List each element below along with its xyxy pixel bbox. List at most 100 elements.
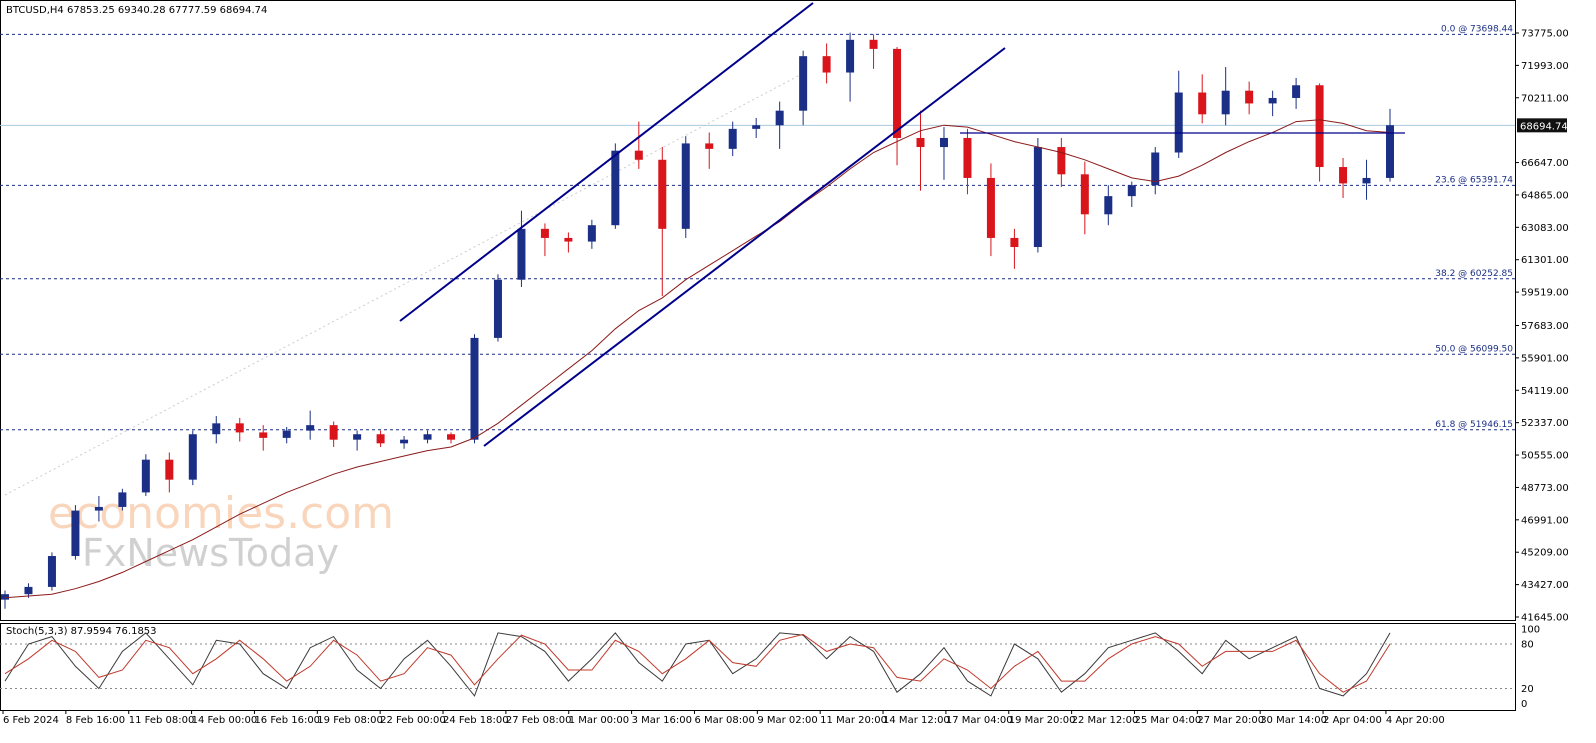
candle-body <box>259 432 268 438</box>
y-tick-label: 48773.00 <box>1521 483 1569 494</box>
y-tick-label: 70211.00 <box>1521 93 1569 104</box>
y-tick-label: 41645.00 <box>1521 613 1569 624</box>
candle-body <box>470 337 479 440</box>
candle-body <box>1174 92 1183 153</box>
moving-average <box>4 119 1391 599</box>
x-tick-label: 25 Mar 04:00 <box>1134 715 1201 726</box>
candle-body <box>423 434 432 440</box>
x-tick-label: 6 Mar 08:00 <box>694 715 754 726</box>
x-tick-label: 16 Feb 16:00 <box>254 715 320 726</box>
y-tick-label: 64865.00 <box>1521 190 1569 201</box>
candle-body <box>1 594 9 600</box>
stoch-panel <box>0 623 1516 711</box>
candle-body <box>1339 167 1348 184</box>
candle-body <box>165 459 174 480</box>
candle-body <box>235 423 244 433</box>
y-tick-label: 50555.00 <box>1521 451 1569 462</box>
candle-body <box>728 128 737 149</box>
candle-body <box>376 434 385 444</box>
x-tick-label: 1 Mar 00:00 <box>569 715 629 726</box>
y-tick-label: 63083.00 <box>1521 223 1569 234</box>
x-tick-label: 4 Apr 20:00 <box>1386 715 1445 726</box>
candle-body <box>564 237 573 242</box>
candle-body <box>986 177 995 238</box>
stoch-tick-label: 0 <box>1521 699 1527 710</box>
candle-body <box>329 425 338 440</box>
candle-body <box>1268 97 1277 104</box>
stoch-tick-label: 100 <box>1521 625 1540 636</box>
candle-body <box>1362 177 1371 184</box>
candle-body <box>447 434 456 440</box>
y-tick-label: 59519.00 <box>1521 288 1569 299</box>
candle-body <box>587 225 596 242</box>
y-tick-label: 54119.00 <box>1521 386 1569 397</box>
y-tick-label: 52337.00 <box>1521 418 1569 429</box>
stoch-d <box>4 633 1391 693</box>
candle-body <box>705 143 714 149</box>
stoch-tick-label: 20 <box>1521 684 1534 695</box>
x-tick-label: 11 Mar 20:00 <box>820 715 887 726</box>
x-tick-label: 14 Mar 12:00 <box>883 715 950 726</box>
x-tick-label: 9 Mar 02:00 <box>757 715 817 726</box>
watermark: FxNewsToday <box>82 531 339 575</box>
x-tick-label: 27 Mar 20:00 <box>1197 715 1264 726</box>
candle-body <box>752 125 761 129</box>
fib-level-label: 23.6 @ 65391.74 <box>1435 175 1513 185</box>
y-tick-label: 55901.00 <box>1521 353 1569 364</box>
fib-level-label: 0.0 @ 73698.44 <box>1441 24 1513 34</box>
y-tick-label: 45209.00 <box>1521 548 1569 559</box>
candle-body <box>400 439 409 444</box>
candle-body <box>118 492 127 507</box>
candle-body <box>799 56 808 111</box>
x-tick-label: 2 Apr 04:00 <box>1323 715 1382 726</box>
watermark: economies.com <box>48 488 394 539</box>
fib-level-label: 61.8 @ 51946.15 <box>1435 420 1513 430</box>
candle-body <box>493 279 502 338</box>
x-tick-label: 19 Feb 08:00 <box>317 715 383 726</box>
candle-body <box>916 137 925 148</box>
y-tick-label: 61301.00 <box>1521 255 1569 266</box>
candle-body <box>846 39 855 73</box>
candle-body <box>634 150 643 160</box>
chart-title: BTCUSD,H4 67853.25 69340.28 67777.59 686… <box>6 5 267 16</box>
y-tick-label: 66647.00 <box>1521 158 1569 169</box>
x-tick-label: 17 Mar 04:00 <box>946 715 1013 726</box>
candle-body <box>1198 92 1207 115</box>
candle-body <box>1010 237 1019 248</box>
x-tick-label: 19 Mar 20:00 <box>1009 715 1076 726</box>
candle-body <box>1221 90 1230 115</box>
candle-body <box>658 159 667 229</box>
candle-body <box>893 48 902 138</box>
stoch-tick-label: 80 <box>1521 640 1534 651</box>
candle-body <box>1080 174 1089 215</box>
candle-body <box>1292 85 1301 98</box>
x-tick-label: 22 Feb 00:00 <box>380 715 446 726</box>
candle-body <box>306 425 315 431</box>
x-tick-label: 27 Feb 08:00 <box>506 715 572 726</box>
x-tick-label: 6 Feb 2024 <box>3 715 59 726</box>
candle-body <box>1386 125 1394 178</box>
x-tick-label: 30 Mar 14:00 <box>1260 715 1327 726</box>
candle-body <box>939 137 948 148</box>
candle-body <box>869 39 878 49</box>
stoch-label: Stoch(5,3,3) 87.9594 76.1853 <box>6 626 157 637</box>
y-tick-label: 73775.00 <box>1521 28 1569 39</box>
candle-body <box>775 110 784 126</box>
x-tick-label: 22 Mar 12:00 <box>1072 715 1139 726</box>
candle-body <box>1151 152 1160 186</box>
candle-body <box>47 556 56 587</box>
fib-level-label: 50.0 @ 56099.50 <box>1435 344 1513 354</box>
candle-body <box>353 434 362 440</box>
x-tick-label: 24 Feb 18:00 <box>443 715 509 726</box>
candle-body <box>517 228 526 280</box>
candle-body <box>212 423 221 435</box>
last-price-label: 68694.74 <box>1520 121 1568 132</box>
last-price-box <box>1517 118 1567 133</box>
y-tick-label: 43427.00 <box>1521 580 1569 591</box>
candle-body <box>1104 196 1113 215</box>
candle-body <box>71 510 80 557</box>
candle-body <box>94 506 103 511</box>
x-tick-label: 8 Feb 16:00 <box>66 715 125 726</box>
candle-body <box>24 586 33 595</box>
